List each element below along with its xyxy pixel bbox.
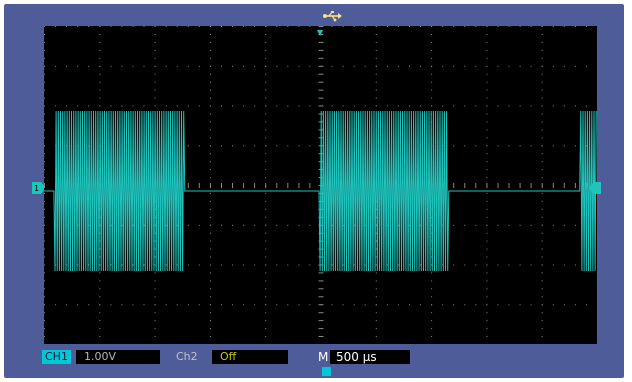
timebase-value: 500 µs: [330, 350, 410, 364]
ch1-volts-per-div: 1.00V: [76, 350, 160, 364]
waveform-graticule: [44, 26, 597, 337]
ch2-volts-per-div: Off: [212, 350, 288, 364]
trigger-level-marker-icon[interactable]: [589, 182, 601, 194]
channel1-waveform: [44, 110, 597, 272]
svg-text:1: 1: [34, 184, 39, 193]
ch2-label[interactable]: Ch2: [176, 350, 198, 363]
trigger-position-marker-icon: [317, 30, 323, 36]
top-status-bar: [4, 4, 624, 26]
usb-icon: [323, 11, 342, 22]
bottom-settings-bar: CH1 1.00V Ch2 Off M 500 µs: [4, 344, 624, 378]
waveform-display[interactable]: [44, 26, 597, 344]
channel-ground-marker-icon[interactable]: 1: [32, 182, 46, 194]
waveform-trace: [44, 110, 597, 272]
oscilloscope-frame: 1 CH1 1.00V Ch2 Off M 500 µs: [4, 4, 624, 378]
channel1-indicator-icon: [322, 367, 331, 376]
ch1-label[interactable]: CH1: [42, 350, 71, 364]
timebase-label[interactable]: M: [318, 350, 329, 364]
